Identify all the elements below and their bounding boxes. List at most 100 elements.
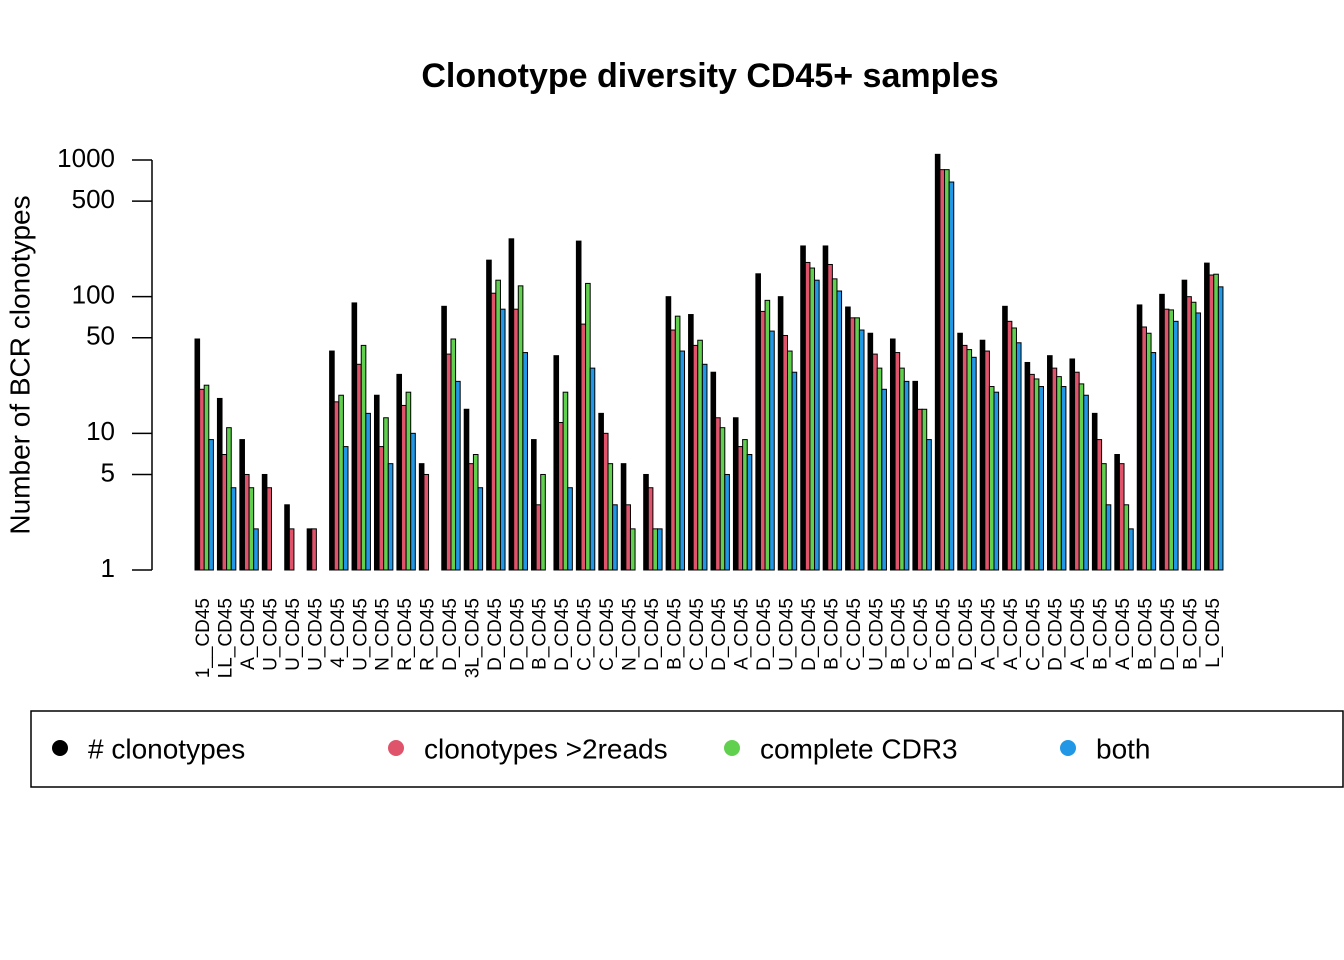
bar (961, 344, 968, 571)
bar (656, 528, 663, 571)
legend-label: # clonotypes (88, 733, 245, 764)
bar (800, 245, 806, 571)
bar (1141, 326, 1147, 571)
x-tick-label: D_CD45 (642, 598, 663, 671)
x-tick-label: N_CD45 (373, 598, 394, 671)
bar (1024, 361, 1031, 571)
x-tick-label: D_CD45 (956, 598, 977, 671)
bar (522, 352, 528, 571)
legend-label: both (1096, 733, 1151, 764)
bar (971, 356, 977, 571)
bar (1033, 378, 1040, 571)
x-tick-label: D_CD45 (1158, 598, 1179, 671)
x-tick-label: C_CD45 (597, 598, 618, 671)
bar (629, 528, 636, 571)
bar (531, 439, 537, 571)
y-tick-label: 100 (72, 280, 115, 310)
bar (266, 487, 273, 571)
bar (284, 504, 290, 571)
bar (814, 279, 820, 571)
bar (1123, 504, 1130, 571)
x-tick-label: U_CD45 (777, 598, 798, 671)
x-tick-label: B_CD45 (664, 598, 685, 670)
bar (679, 350, 686, 571)
bar (643, 473, 649, 571)
bar (804, 261, 811, 571)
bar (216, 397, 223, 571)
bar (567, 487, 573, 571)
bar (1186, 296, 1192, 571)
bar (221, 454, 228, 571)
x-tick-label: LL_CD45 (216, 598, 237, 678)
x-tick-label: 4_CD45 (328, 598, 349, 668)
bar (921, 408, 928, 571)
bar (791, 371, 798, 571)
bar (585, 282, 591, 571)
bar (692, 344, 699, 571)
bar (517, 285, 524, 571)
bar (724, 473, 730, 571)
bar (1172, 320, 1179, 571)
bar (1051, 367, 1058, 571)
x-tick-label: U_CD45 (261, 598, 282, 671)
bar (988, 386, 995, 571)
bar (1213, 273, 1219, 571)
bar (418, 463, 425, 571)
x-tick-label: B_CD45 (934, 598, 955, 670)
bar (253, 528, 259, 571)
bar (495, 279, 501, 571)
bar (1190, 301, 1197, 571)
bar (836, 290, 843, 571)
bar (809, 267, 816, 571)
bar (558, 422, 564, 571)
bar (1150, 352, 1157, 571)
bar (373, 394, 380, 571)
bar (948, 181, 955, 571)
bar (535, 504, 542, 571)
bar (383, 417, 389, 571)
bar (396, 373, 403, 571)
bar (477, 487, 484, 571)
bar (674, 315, 681, 571)
bar (1118, 463, 1125, 571)
bar (827, 263, 833, 571)
bar (1136, 304, 1143, 571)
bar (755, 273, 761, 571)
bar (598, 412, 604, 571)
bar (822, 245, 829, 571)
x-tick-label: D_CD45 (552, 598, 573, 671)
bar (338, 394, 344, 571)
x-tick-label: R_CD45 (395, 598, 416, 671)
x-tick-label: B_CD45 (1135, 598, 1156, 670)
bar (899, 367, 905, 571)
bar (993, 391, 1000, 571)
x-tick-label: D_CD45 (709, 598, 730, 671)
bar (889, 338, 896, 571)
bar (1128, 528, 1134, 571)
bar (944, 169, 950, 571)
bar (769, 330, 775, 571)
bar (553, 355, 560, 571)
x-tick-label: L_CD45 (1203, 598, 1224, 668)
y-tick-label: 10 (86, 416, 115, 446)
bar (782, 334, 789, 571)
bar (1159, 293, 1165, 571)
bar (979, 339, 986, 571)
x-tick-label: D_CD45 (507, 598, 528, 671)
x-tick-label: 1__CD45 (193, 598, 214, 678)
bar (1091, 412, 1098, 571)
bar (445, 353, 452, 571)
bar (288, 528, 295, 571)
bar (365, 412, 371, 571)
bar (248, 487, 255, 571)
bar (378, 446, 385, 571)
bar (351, 302, 358, 571)
x-tick-label: 3L_CD45 (462, 598, 483, 678)
bar (405, 391, 412, 571)
bar (1002, 305, 1008, 571)
bar (939, 169, 946, 571)
chart-title: Clonotype diversity CD45+ samples (421, 57, 998, 95)
legend-label: clonotypes >2reads (424, 733, 668, 764)
bar (957, 332, 963, 571)
